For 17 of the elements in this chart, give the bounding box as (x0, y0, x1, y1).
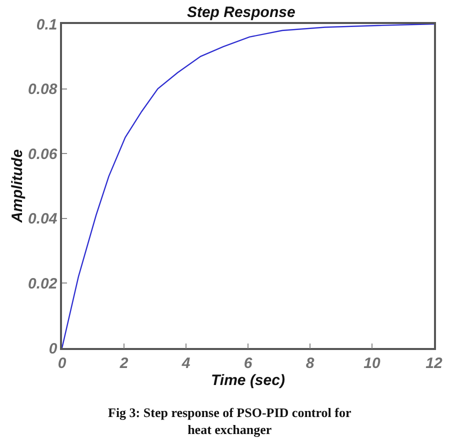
y-tick-label: 0.04 (28, 210, 58, 228)
y-tick-label: 0 (48, 340, 58, 358)
chart-title: Step Response (186, 4, 296, 22)
x-tick-label: 2 (118, 354, 129, 372)
y-tick-label: 0.1 (36, 16, 58, 34)
y-tick-label: 0.02 (28, 275, 58, 292)
line-series (62, 24, 434, 348)
caption: Fig 3: Step response of PSO-PID control for heat exchanger (108, 405, 352, 437)
x-tick-label: 6 (244, 354, 253, 372)
y-tick-label: 0.06 (28, 146, 58, 163)
x-tick-label: 8 (306, 354, 315, 372)
x-tick-label: 4 (180, 354, 191, 372)
y-axis-title: Amplitude (8, 149, 26, 224)
x-tick-label: 10 (364, 354, 381, 372)
y-tick-label: 0.08 (28, 81, 58, 98)
x-axis-title: Time (sec) (211, 372, 285, 389)
x-tick-label: 12 (426, 354, 443, 372)
